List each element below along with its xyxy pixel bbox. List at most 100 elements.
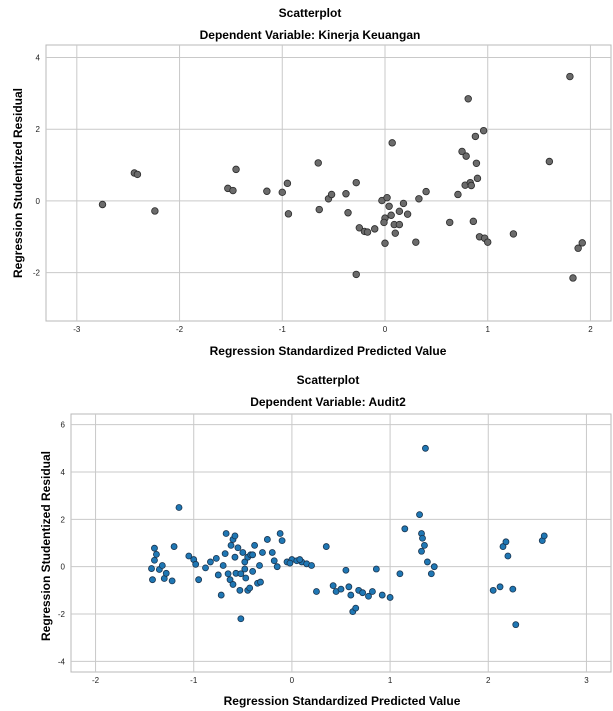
chart-2-x-tick-label: 3 <box>584 676 589 685</box>
chart-1-data-point <box>391 229 399 237</box>
chart-2-data-point <box>202 564 209 572</box>
chart-1-data-point <box>363 228 372 236</box>
chart-2-data-point <box>221 550 229 558</box>
chart-2-data-point <box>386 594 394 601</box>
chart-1-title: Scatterplot <box>279 6 342 20</box>
chart-1-data-point <box>314 159 322 167</box>
chart-2-y-tick-label: -4 <box>58 657 66 666</box>
chart-1-data-point <box>315 205 323 214</box>
chart-1-x-tick-label: 1 <box>486 325 491 334</box>
chart-1-data-point <box>469 217 478 226</box>
chart-1-data-point <box>578 239 586 247</box>
chart-2-grid <box>71 414 611 672</box>
chart-2-y-tick-label: 4 <box>61 468 66 477</box>
chart-2-x-tick-label: -2 <box>92 676 100 685</box>
chart-2-data-point <box>170 543 178 550</box>
chart-1-x-tick-label: 2 <box>588 325 593 334</box>
chart-2-y-tick-label: 2 <box>61 515 66 524</box>
chart-2-data-point <box>359 589 367 597</box>
chart-1-data-point <box>545 157 554 166</box>
chart-2-data-point <box>229 581 237 588</box>
chart-1-data-point <box>473 174 482 183</box>
chart-2-data-point <box>251 541 259 549</box>
chart-2-data-point <box>509 585 517 593</box>
chart-2-data-point <box>418 547 425 555</box>
chart-2-data-point <box>430 563 438 571</box>
chart-2-data-point <box>153 550 160 558</box>
chart-1-data-point <box>458 147 466 156</box>
chart-2-y-tick-label: 0 <box>61 563 66 572</box>
chart-2-data-point <box>502 538 510 546</box>
chart-2-ticks: -2 -1 0 1 2 3 -4 -2 0 2 4 6 <box>58 421 589 685</box>
chart-1-data-point <box>151 207 159 215</box>
chart-1-data-point <box>278 188 286 197</box>
chart-1-data-point <box>412 238 420 246</box>
chart-2-data-point <box>329 582 337 590</box>
chart-2-data-point <box>241 558 249 566</box>
chart-2-data-point <box>372 565 380 573</box>
chart-2-data-point <box>231 532 239 540</box>
chart-2-data-point <box>396 570 404 578</box>
chart-2-data-point <box>419 534 426 542</box>
chart-2-data-point <box>162 569 170 577</box>
chart-1-data-point <box>471 132 480 141</box>
chart-2-data-point <box>259 549 266 556</box>
chart-2-data-point <box>369 588 376 595</box>
chart-2-data-point <box>168 577 176 585</box>
chart-2-y-axis-label: Regression Studentized Residual <box>39 451 53 641</box>
chart-2-data-point <box>148 565 155 572</box>
chart-1-data-point <box>462 152 470 160</box>
chart-2-x-tick-label: 1 <box>388 676 393 685</box>
chart-1-data-point <box>283 179 292 188</box>
chart-1-grid <box>46 45 611 321</box>
chart-2-data-point <box>422 444 429 452</box>
chart-2-data-point <box>212 554 220 562</box>
chart-2-y-tick-label: 6 <box>61 421 66 430</box>
chart-2-data-point <box>416 511 423 518</box>
chart-2-data-point <box>234 544 242 552</box>
chart-1-data-point <box>403 210 412 218</box>
chart-2-data-point <box>308 562 315 569</box>
chart-1-data-point <box>479 126 488 135</box>
chart-1-x-tick-label: -3 <box>73 325 81 334</box>
chart-2-data-point <box>175 504 183 511</box>
chart-2-data-point <box>352 604 360 612</box>
chart-2-data-point <box>241 565 249 573</box>
chart-2-title: Scatterplot <box>297 373 360 387</box>
chart-1-data-point <box>422 187 430 196</box>
chart-2-data-point <box>239 549 247 556</box>
chart-2-x-tick-label: 2 <box>486 676 491 685</box>
scatterplot-kinerja-keuangan: Scatterplot Dependent Variable: Kinerja … <box>11 6 612 358</box>
chart-1-data-point <box>399 199 408 208</box>
chart-1-data-point <box>395 207 404 216</box>
chart-2-data-point <box>512 621 520 629</box>
chart-1-data-point <box>467 181 475 190</box>
chart-2-data-point <box>322 543 330 550</box>
chart-2-data-point <box>273 563 281 571</box>
chart-2-data-point <box>158 562 166 569</box>
chart-1-subtitle: Dependent Variable: Kinerja Keuangan <box>200 28 421 42</box>
chart-2-data-point <box>151 556 158 564</box>
chart-2-data-point <box>249 551 257 559</box>
chart-2-data-point <box>237 570 245 578</box>
chart-2-data-point <box>401 525 409 533</box>
chart-1-data-point <box>415 195 423 203</box>
chart-1-data-point <box>446 218 454 227</box>
chart-1-data-point <box>388 139 396 147</box>
chart-2-data-point <box>421 541 428 549</box>
chart-2-data-point <box>256 562 263 569</box>
chart-2-data-point <box>499 543 507 550</box>
chart-2-data-point <box>222 530 230 537</box>
chart-2-data-point <box>257 578 264 586</box>
chart-1-y-tick-label: 4 <box>36 54 41 63</box>
chart-2-data-point <box>246 584 254 592</box>
chart-1-data-point <box>355 224 364 232</box>
chart-2-data-point <box>231 553 239 561</box>
chart-2-data-point <box>236 586 244 594</box>
chart-1-y-tick-label: 2 <box>36 125 41 134</box>
chart-2-data-point <box>270 557 278 565</box>
chart-1-x-tick-label: -1 <box>279 325 287 334</box>
chart-2-data-point <box>278 537 286 545</box>
chart-1-data-point <box>387 211 395 219</box>
chart-2-data-point <box>214 571 222 579</box>
